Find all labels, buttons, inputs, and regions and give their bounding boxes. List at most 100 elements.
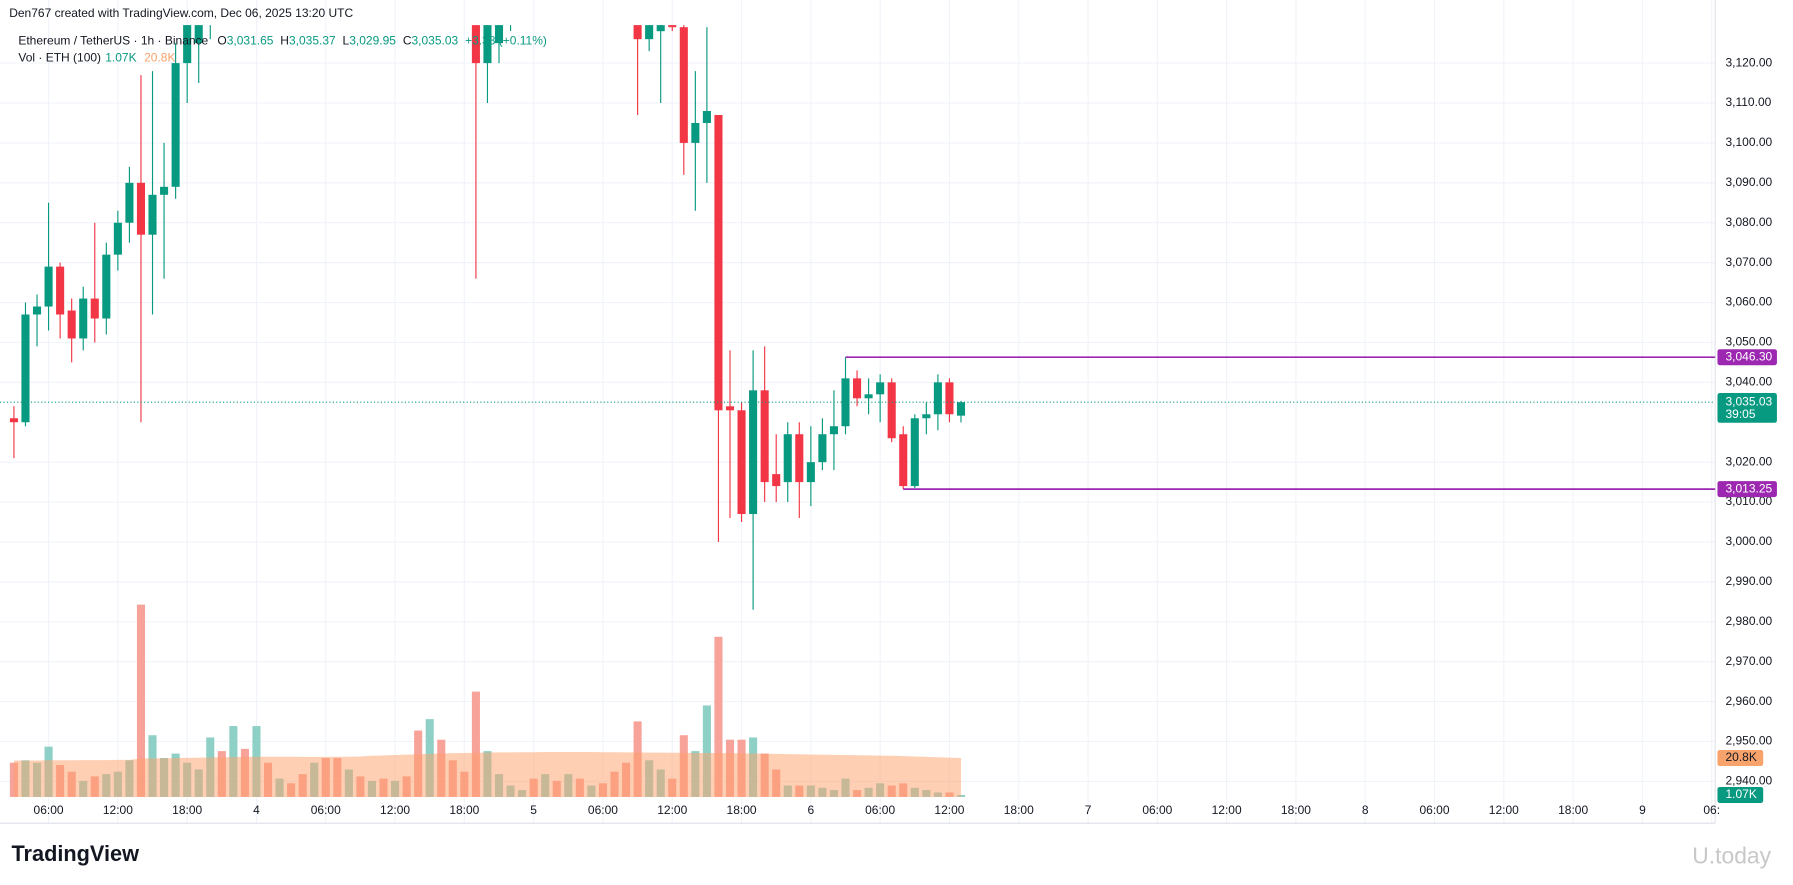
x-tick-label: 12:00: [1212, 803, 1242, 817]
volume-bar: [702, 705, 711, 797]
candle-body: [760, 390, 769, 483]
y-tick-label: 3,000.00: [1725, 534, 1772, 548]
volume-bar: [956, 794, 966, 797]
y-tick-label: 2,980.00: [1725, 614, 1772, 628]
candle-body: [148, 194, 157, 235]
y-tick-label: 2,950.00: [1725, 734, 1772, 748]
candle-body: [714, 114, 723, 411]
x-tick-label: 5: [530, 803, 537, 817]
candle-body: [749, 390, 758, 515]
countdown: 39:05: [1725, 407, 1755, 421]
x-tick-label: 06:00: [1142, 803, 1172, 817]
y-tick-label: 3,080.00: [1725, 215, 1772, 229]
y-tick-label: 2,940.00: [1725, 774, 1772, 788]
y-tick-label: 3,110.00: [1725, 95, 1771, 109]
x-tick-label: 06:00: [588, 803, 618, 817]
y-tick-label: 2,970.00: [1725, 654, 1772, 668]
candle-body: [113, 222, 122, 255]
candle-body: [171, 63, 180, 187]
x-tick-label: 18:00: [1281, 803, 1311, 817]
ohlc-key: C: [403, 33, 412, 47]
candle-body: [656, 25, 665, 32]
candle-body: [841, 378, 850, 427]
candle-body: [702, 110, 711, 123]
candle-body: [668, 25, 677, 28]
x-tick-label: 18:00: [1004, 803, 1034, 817]
candle-body: [79, 298, 88, 339]
x-tick-label: 12:00: [657, 803, 687, 817]
candle-body: [483, 25, 492, 64]
y-tick-label: 3,120.00: [1725, 55, 1772, 69]
candle-body: [933, 382, 942, 415]
candle-body: [44, 266, 53, 307]
x-tick-label: 8: [1362, 803, 1369, 817]
ohlc-value: 3,035.03: [411, 33, 458, 47]
y-tick-label: 3,060.00: [1725, 295, 1772, 309]
y-tick-label: 3,100.00: [1725, 135, 1772, 149]
candle-body: [67, 310, 76, 339]
volume-title: Vol · ETH (100): [18, 50, 101, 64]
candle-body: [622, 0, 630, 3]
candle-body: [471, 25, 480, 64]
candle-body: [194, 25, 203, 44]
candle-body: [899, 434, 908, 487]
y-tick-label: 3,040.00: [1725, 375, 1772, 389]
candle-body: [507, 0, 515, 23]
volume-bar: [9, 762, 18, 797]
x-tick-label: 12:00: [380, 803, 410, 817]
candle-body: [9, 418, 18, 423]
candle-body: [806, 462, 815, 483]
ohlc-value: 3,035.37: [289, 33, 336, 47]
x-tick-label: 12:00: [934, 803, 964, 817]
level-box: [1717, 349, 1777, 366]
x-tick-label: 18:00: [172, 803, 202, 817]
candle-body: [90, 298, 99, 319]
candle-body: [125, 182, 134, 223]
logo: TradingView: [12, 841, 140, 866]
candle-body: [494, 25, 504, 44]
level-box: [1717, 481, 1777, 498]
y-tick-label: 2,960.00: [1725, 694, 1772, 708]
candle-body: [102, 254, 111, 319]
ohlc-key: O: [217, 33, 226, 47]
y-tick-label: 3,070.00: [1725, 255, 1772, 269]
candle-body: [783, 434, 792, 483]
level-label: 3,046.30: [1725, 349, 1772, 363]
x-tick-label: 18:00: [727, 803, 757, 817]
candle-body: [945, 382, 954, 415]
y-tick-label: 3,010.00: [1725, 494, 1772, 508]
x-tick-label: 06:: [1703, 803, 1720, 817]
volume-ma-area: [13, 752, 961, 797]
change: +3.38 (+0.11%): [465, 33, 547, 47]
candle-body: [160, 186, 169, 195]
candle-body: [56, 266, 65, 315]
x-tick-label: 18:00: [1558, 803, 1588, 817]
candle-body: [679, 27, 688, 143]
ohlc-key: H: [280, 33, 289, 47]
candle-body: [633, 25, 642, 40]
volume-ma-value: 20.8K: [144, 50, 175, 64]
volume-bar: [471, 691, 480, 797]
candle-body: [887, 382, 896, 439]
x-tick-label: 7: [1085, 803, 1092, 817]
candle-body: [725, 406, 735, 411]
candle-body: [183, 25, 192, 64]
x-tick-label: 06:00: [865, 803, 895, 817]
candle-body: [772, 474, 781, 487]
candle-body: [691, 122, 700, 143]
volume-value: 1.07K: [105, 50, 136, 64]
volume-bar: [714, 636, 723, 797]
y-tick-label: 3,050.00: [1725, 335, 1772, 349]
x-tick-label: 18:00: [449, 803, 479, 817]
candle-body: [910, 418, 919, 487]
volume-axis-label: 1.07K: [1725, 787, 1756, 801]
level-label: 3,013.25: [1725, 481, 1772, 495]
x-tick-label: 6: [808, 803, 815, 817]
volume-box: [1717, 786, 1764, 803]
candle-body: [645, 25, 654, 40]
x-tick-label: 9: [1639, 803, 1646, 817]
candle-body: [32, 306, 42, 315]
volume-ma-box: [1717, 750, 1764, 767]
